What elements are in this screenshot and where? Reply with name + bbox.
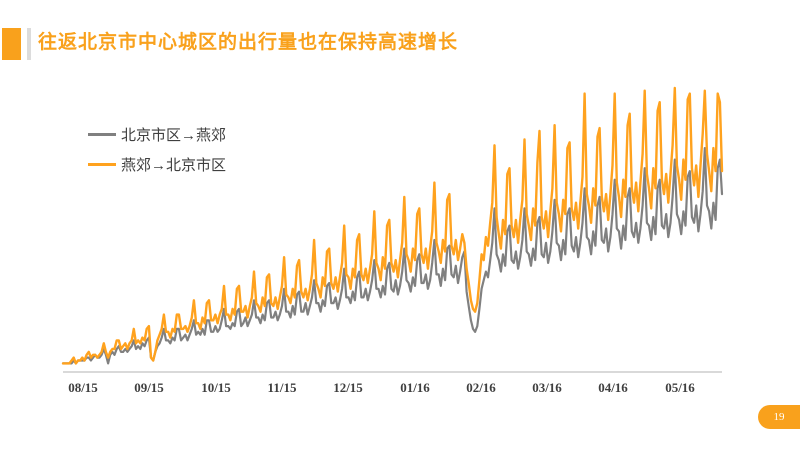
legend-label: 北京市区→燕郊: [121, 127, 227, 144]
x-tick-label: 03/16: [532, 380, 562, 395]
x-tick-label: 12/15: [333, 380, 363, 395]
x-tick-label: 01/16: [400, 380, 430, 395]
gray-line-swatch-icon: [88, 132, 116, 136]
x-tick-label: 05/16: [665, 380, 695, 395]
x-tick-label: 08/15: [68, 380, 98, 395]
title-accent-bar: [2, 28, 21, 60]
x-axis-line: [63, 371, 722, 373]
x-tick-label: 10/15: [201, 380, 231, 395]
series-line-orange: [61, 86, 724, 365]
page-number: 19: [773, 411, 785, 423]
x-tick-label: 04/16: [598, 380, 628, 395]
line-chart: [61, 86, 724, 365]
x-axis-tick-labels: 08/15 09/15 10/15 11/15 12/15 01/16 02/1…: [0, 380, 800, 400]
legend-label: 燕郊→北京市区: [121, 157, 227, 174]
x-tick-label: 11/15: [267, 380, 297, 395]
chart-legend: 北京市区→燕郊 燕郊→北京市区: [88, 119, 226, 179]
page-number-badge: 19: [758, 405, 800, 429]
x-tick-label: 02/16: [466, 380, 496, 395]
title-accent-secondary-bar: [27, 28, 31, 60]
series-line-gray: [61, 146, 724, 365]
orange-line-swatch-icon: [88, 162, 116, 166]
page-title: 往返北京市中心城区的出行量也在保持高速增长: [38, 32, 459, 53]
legend-item-beijing-to-yanjiao: 北京市区→燕郊: [88, 119, 226, 149]
legend-item-yanjiao-to-beijing: 燕郊→北京市区: [88, 149, 226, 179]
x-tick-label: 09/15: [134, 380, 164, 395]
